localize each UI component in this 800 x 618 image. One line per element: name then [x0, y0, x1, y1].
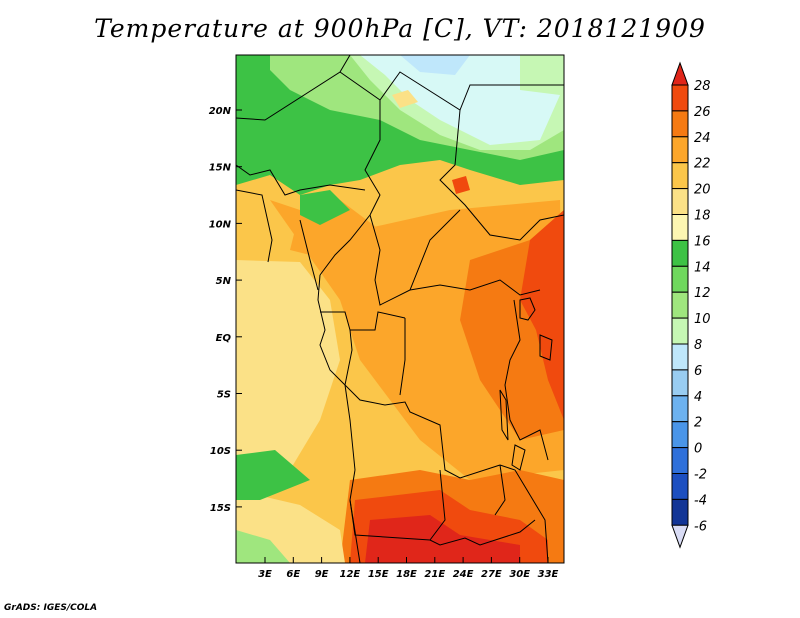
border-line — [494, 464, 506, 516]
field-east-red — [520, 210, 564, 420]
border-line — [409, 279, 541, 296]
lake-outline — [511, 444, 526, 471]
colorbar-segment — [671, 162, 689, 190]
colorbar-segment — [671, 317, 689, 345]
colorbar-label: 10 — [694, 312, 711, 327]
border-line — [504, 299, 549, 461]
field-south-darkred — [365, 515, 520, 563]
lon-tick-label: 3E — [258, 569, 272, 580]
lon-tick-label: 15E — [368, 569, 389, 580]
border-line — [349, 499, 361, 563]
colorbar-segment — [671, 447, 689, 475]
border-line — [344, 329, 501, 479]
field-sw-green — [236, 450, 310, 500]
border-line — [399, 318, 406, 396]
lon-tick-label: 12E — [340, 569, 361, 580]
map-title: Temperature at 900hPa [C], VT: 201812190… — [94, 14, 706, 43]
lat-tick-label: EQ — [216, 333, 232, 344]
field-north-blue — [400, 55, 470, 75]
lat-tick-label: 5S — [217, 390, 231, 401]
colorbar-label: 16 — [694, 234, 711, 249]
lon-tick-label: 9E — [315, 569, 329, 580]
colorbar-label: 22 — [694, 157, 711, 172]
colorbar-segment — [671, 369, 689, 397]
lat-tick-label: 20N — [209, 106, 232, 117]
border-line — [299, 219, 319, 291]
colorbar-label: 6 — [694, 364, 702, 379]
lat-tick-label: 10S — [210, 446, 231, 457]
grads-credit: GrADS: IGES/COLA — [4, 603, 98, 613]
border-line — [236, 189, 273, 263]
colorbar-segment — [671, 110, 689, 138]
colorbar-segment — [671, 498, 689, 526]
colorbar-label: 14 — [694, 260, 711, 275]
border-line — [339, 71, 381, 216]
colorbar-label: -2 — [694, 468, 707, 483]
colorbar-label: 20 — [694, 183, 711, 198]
lon-tick-label: 27E — [481, 569, 502, 580]
colorbar-label: 12 — [694, 286, 711, 301]
colorbar-label: 26 — [694, 105, 711, 120]
colorbar-segment — [671, 421, 689, 449]
colorbar-segment — [671, 239, 689, 267]
border-line — [439, 109, 564, 241]
border-line — [319, 214, 371, 276]
lake-outline — [519, 297, 536, 321]
colorbar-segment — [671, 395, 689, 423]
border-line — [499, 464, 549, 563]
longitude-axis: 3E 6E 9E 12E 15E 18E 21E 24E 27E 30E 33E — [258, 557, 559, 580]
map-frame — [235, 54, 565, 564]
border-line — [320, 311, 406, 331]
colorbar-label: 0 — [694, 442, 702, 457]
temperature-field — [236, 55, 564, 563]
field-north-warm-spot — [392, 90, 418, 108]
field-green-patch — [300, 190, 350, 225]
lat-tick-label: 15S — [210, 503, 231, 514]
colorbar-segment — [671, 291, 689, 319]
colorbar-segment — [671, 84, 689, 112]
border-line — [429, 469, 446, 541]
border-line — [236, 164, 366, 196]
lake-outline — [539, 334, 553, 361]
colorbar-label: 2 — [694, 416, 702, 431]
colorbar-label: 24 — [694, 131, 711, 146]
lon-tick-label: 24E — [453, 569, 474, 580]
colorbar-segment — [671, 265, 689, 293]
lon-tick-label: 6E — [286, 569, 300, 580]
lon-tick-label: 30E — [509, 569, 530, 580]
lat-tick-label: 5N — [216, 276, 232, 287]
colorbar-label: 8 — [694, 338, 702, 353]
colorbar-segment — [671, 136, 689, 164]
field-west-light — [236, 260, 340, 480]
latitude-axis: 20N 15N 10N 5N EQ 5S 10S 15S — [209, 106, 242, 514]
colorbar-segment — [671, 343, 689, 371]
colorbar-bottom-arrow — [671, 524, 689, 549]
colorbar-segment — [671, 188, 689, 216]
field-sw-lightgreen — [236, 530, 290, 563]
border-line — [369, 209, 461, 306]
colorbar-segment — [671, 214, 689, 241]
lon-tick-label: 18E — [396, 569, 417, 580]
border-line — [236, 55, 351, 121]
colorbar-label: -4 — [694, 493, 707, 508]
lon-tick-label: 21E — [424, 569, 445, 580]
colorbar-top-arrow — [671, 61, 689, 86]
colorbar-segment — [671, 473, 689, 500]
colorbar-label: 4 — [694, 390, 702, 405]
lat-tick-label: 10N — [209, 219, 232, 230]
coastline — [317, 274, 356, 471]
lat-tick-label: 15N — [209, 163, 232, 174]
colorbar-label: 18 — [694, 209, 711, 224]
colorbar-label: -6 — [694, 519, 707, 534]
field-warm-spot — [452, 176, 470, 194]
colorbar-label: 28 — [694, 79, 711, 94]
country-borders — [236, 55, 564, 563]
field-north-cyan — [360, 55, 560, 145]
lake-outline — [499, 389, 509, 441]
lon-tick-label: 33E — [538, 569, 559, 580]
